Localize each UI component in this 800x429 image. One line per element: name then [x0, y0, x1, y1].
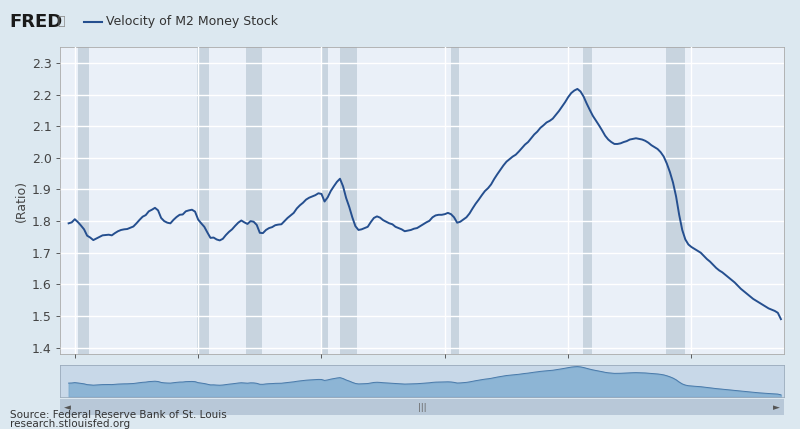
Bar — [322, 47, 328, 354]
Text: |||: ||| — [418, 403, 426, 412]
Bar — [451, 47, 459, 354]
Text: ►: ► — [773, 403, 780, 412]
Bar — [197, 47, 210, 354]
Bar — [340, 47, 358, 354]
Bar — [246, 47, 262, 354]
Text: FRED: FRED — [10, 12, 63, 30]
Y-axis label: (Ratio): (Ratio) — [14, 180, 28, 221]
Text: Velocity of M2 Money Stock: Velocity of M2 Money Stock — [106, 15, 278, 28]
Text: research.stlouisfed.org: research.stlouisfed.org — [10, 419, 130, 429]
Text: ꞵ: ꞵ — [58, 15, 65, 28]
Text: ◄: ◄ — [64, 403, 71, 412]
Bar — [666, 47, 686, 354]
Text: Source: Federal Reserve Bank of St. Louis: Source: Federal Reserve Bank of St. Loui… — [10, 411, 226, 420]
Bar — [582, 47, 592, 354]
Bar — [78, 47, 90, 354]
